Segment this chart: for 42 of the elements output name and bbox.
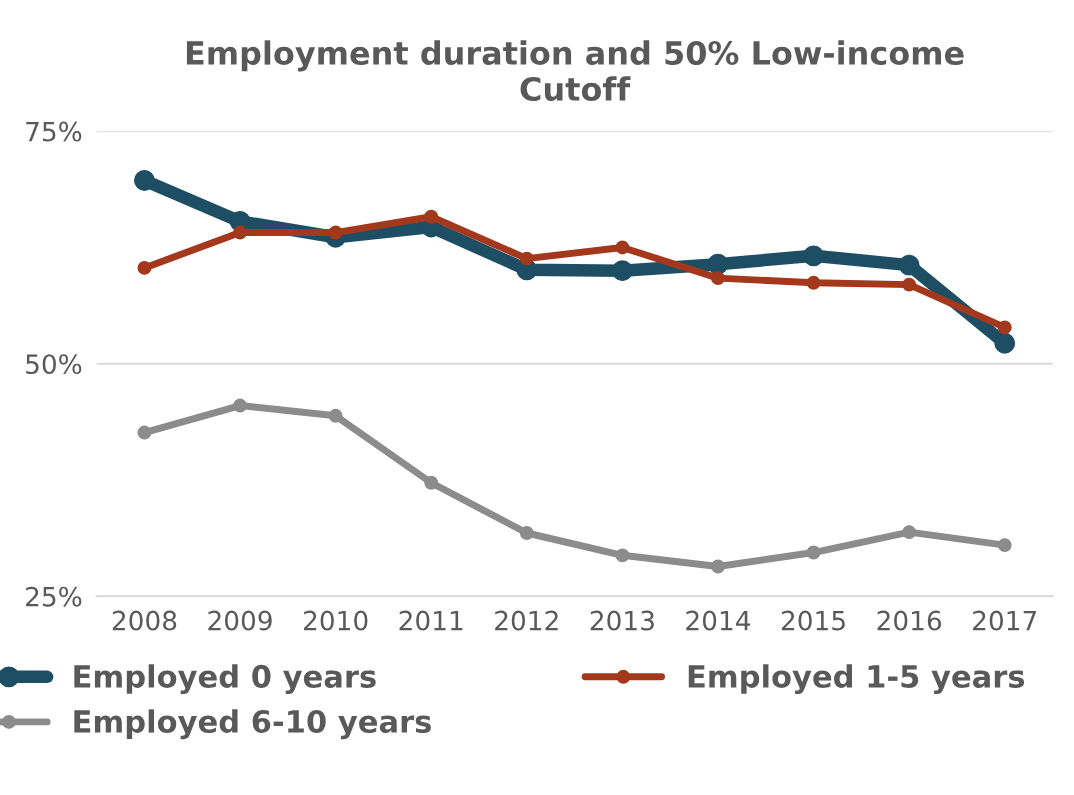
x-tick-label: 2013 bbox=[590, 610, 654, 631]
y-tick-label: 25% bbox=[26, 586, 82, 607]
x-tick-label: 2012 bbox=[495, 610, 558, 631]
x-tick-label: 2015 bbox=[781, 610, 845, 631]
point bbox=[328, 408, 343, 423]
x-tick-label: 2014 bbox=[686, 610, 751, 631]
point bbox=[898, 254, 920, 276]
point bbox=[137, 260, 152, 275]
point bbox=[994, 332, 1016, 354]
x-tick-label: 2016 bbox=[877, 610, 942, 631]
y-tick-label: 50% bbox=[26, 354, 82, 375]
point bbox=[519, 251, 534, 266]
legend-label: Employed 1-5 years bbox=[688, 664, 1025, 695]
point bbox=[615, 240, 630, 255]
point bbox=[519, 526, 534, 540]
point bbox=[711, 559, 725, 574]
point bbox=[707, 253, 729, 275]
point bbox=[137, 425, 152, 440]
legend-label: Employed 0 years bbox=[74, 664, 376, 695]
point bbox=[134, 170, 155, 191]
point bbox=[902, 277, 917, 292]
point bbox=[611, 260, 633, 282]
point bbox=[997, 538, 1012, 553]
x-tick-label: 2010 bbox=[303, 610, 368, 631]
x-tick-label: 2011 bbox=[399, 610, 463, 631]
point bbox=[233, 225, 247, 240]
x-tick-label: 2008 bbox=[112, 610, 177, 631]
x-tick-label: 2017 bbox=[973, 610, 1037, 631]
point bbox=[806, 545, 821, 560]
point bbox=[233, 398, 247, 413]
point bbox=[424, 209, 439, 224]
point bbox=[424, 475, 439, 490]
point bbox=[902, 525, 917, 540]
x-tick-label: 2009 bbox=[208, 610, 272, 631]
chart-title: Employment duration and 50% Low-income Cutoff bbox=[186, 40, 964, 102]
legend-label: Employed 6-10 years bbox=[74, 709, 431, 740]
point bbox=[615, 548, 630, 563]
y-tick-label: 75% bbox=[26, 121, 82, 142]
point bbox=[803, 245, 824, 267]
point bbox=[711, 271, 725, 286]
point bbox=[997, 320, 1012, 335]
point bbox=[806, 275, 821, 290]
